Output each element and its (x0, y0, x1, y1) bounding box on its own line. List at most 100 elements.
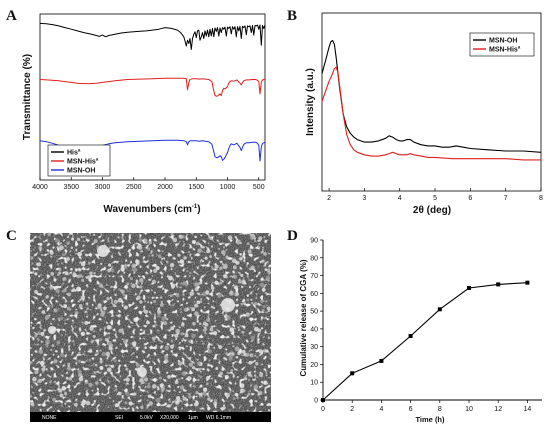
sem-particle (212, 330, 218, 336)
sem-particle (177, 253, 181, 257)
sem-particle (76, 275, 80, 279)
sem-particle (207, 242, 210, 245)
sem-particle (199, 375, 203, 379)
sem-particle (32, 376, 37, 382)
panel-label-a: A (6, 8, 17, 24)
sem-particle (166, 261, 169, 264)
sem-particle (123, 339, 128, 344)
sem-particle (49, 249, 53, 253)
sem-info-item: X20,000 (160, 415, 179, 421)
sem-particle (93, 371, 97, 374)
sem-particle (125, 377, 130, 382)
sem-particle (34, 370, 39, 375)
sem-particle (153, 269, 158, 273)
sem-particle (178, 348, 181, 351)
sem-particle (234, 291, 239, 297)
sem-particle (113, 299, 118, 304)
sem-particle (125, 367, 129, 371)
sem-particle (63, 289, 67, 293)
sem-particle (56, 340, 61, 345)
xrd-x-tick-label: 4 (398, 195, 402, 202)
sem-particle (90, 340, 94, 344)
release-data-point (467, 286, 471, 290)
sem-particle (237, 351, 241, 356)
sem-particle (194, 303, 199, 308)
sem-particle (64, 333, 67, 336)
sem-particle (250, 302, 254, 305)
sem-particle (239, 253, 243, 256)
sem-particle (126, 343, 129, 346)
sem-particle (94, 363, 98, 367)
sem-particle (257, 239, 260, 242)
sem-particle (39, 360, 45, 366)
sem-particle (207, 345, 210, 349)
sem-particle (213, 401, 218, 406)
sem-particle (162, 287, 165, 290)
sem-particle (105, 351, 111, 357)
sem-particle (170, 326, 175, 331)
sem-particle (158, 376, 163, 380)
sem-particle (87, 261, 91, 265)
panel-label-c: C (6, 228, 17, 244)
sem-particle (42, 365, 46, 369)
sem-particle (177, 361, 183, 366)
sem-particle (232, 274, 238, 279)
sem-particle (195, 395, 198, 398)
xrd-x-tick-label: 5 (433, 195, 437, 202)
sem-particle (228, 290, 234, 296)
sem-particle (258, 349, 263, 354)
sem-particle (206, 318, 211, 323)
release-data-point (496, 282, 501, 287)
sem-particle (194, 311, 199, 316)
sem-particle (98, 337, 103, 342)
sem-particle (197, 248, 202, 253)
sem-particle (129, 276, 133, 281)
sem-particle (63, 304, 68, 309)
sem-particle (163, 337, 166, 340)
sem-particle (122, 293, 126, 297)
sem-particle (30, 401, 35, 407)
sem-particle (77, 251, 82, 257)
sem-particle (36, 262, 41, 267)
sem-particle (113, 359, 117, 363)
sem-particle (255, 361, 259, 366)
sem-particle (70, 267, 73, 271)
ftir-x-tick-label: 500 (253, 184, 265, 191)
sem-particle (67, 292, 72, 297)
sem-particle (42, 370, 45, 374)
sem-particle (202, 328, 206, 332)
sem-particle (87, 275, 92, 280)
sem-particle (128, 288, 131, 291)
sem-particle (213, 398, 218, 403)
sem-particle (107, 340, 112, 346)
sem-particle (209, 327, 214, 332)
release-y-tick-label: 0 (314, 398, 318, 405)
sem-particle (241, 349, 246, 354)
xrd-series-line (321, 39, 542, 153)
sem-particle (254, 354, 257, 357)
sem-particle (208, 359, 211, 362)
sem-particle (78, 268, 82, 272)
xrd-series-line (321, 66, 541, 161)
sem-particle (124, 401, 128, 405)
sem-particle (123, 305, 128, 310)
sem-particle (66, 241, 70, 245)
sem-particle (56, 262, 60, 266)
sem-particle (182, 395, 185, 398)
sem-particle (222, 406, 226, 410)
sem-particle (40, 331, 45, 336)
sem-particle (58, 268, 62, 272)
release-x-tick-label: 10 (465, 406, 473, 413)
sem-info-item: 5.0kV (140, 415, 153, 421)
sem-particle (168, 275, 173, 281)
sem-particle (48, 304, 51, 307)
sem-particle (72, 288, 76, 292)
sem-particle (167, 375, 171, 379)
sem-particle (256, 356, 259, 359)
sem-info-item: 1μm (188, 415, 198, 421)
sem-particle (151, 254, 154, 257)
sem-particle (189, 291, 195, 296)
